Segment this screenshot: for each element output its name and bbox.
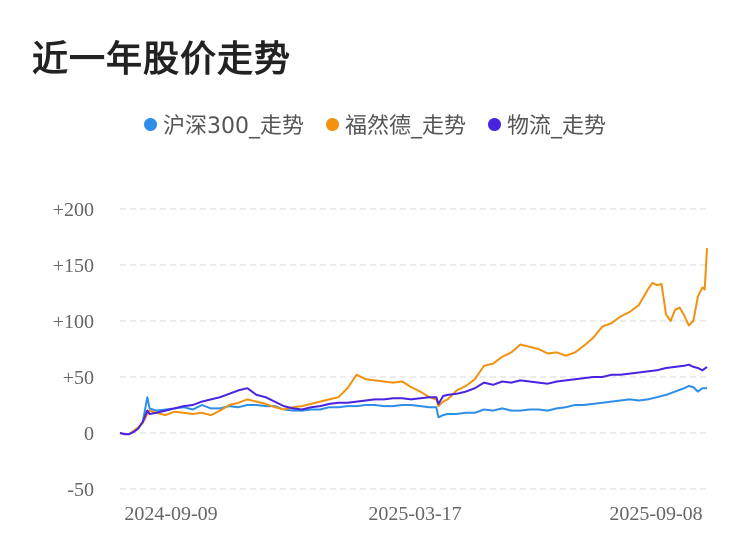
legend-dot-hs300 — [143, 117, 157, 131]
series-line-0 — [119, 385, 707, 436]
x-tick-label: 2025-03-17 — [368, 503, 461, 525]
legend-dot-furande — [325, 117, 339, 131]
series-line-2 — [119, 363, 708, 436]
y-tick-label: +50 — [63, 367, 94, 389]
legend-item-hs300[interactable]: 沪深300_走势 — [143, 108, 304, 140]
legend-item-logistics[interactable]: 物流_走势 — [488, 108, 606, 140]
y-tick-label: +150 — [53, 255, 94, 277]
x-tick-label: 2024-09-09 — [124, 503, 217, 525]
chart-title: 近一年股价走势 — [32, 39, 292, 80]
legend-label-furande: 福然德_走势 — [344, 114, 466, 139]
y-tick-label: +200 — [53, 199, 94, 221]
y-tick-label: +100 — [53, 311, 94, 333]
x-tick-label: 2025-09-08 — [609, 503, 702, 525]
legend-label-logistics: 物流_走势 — [507, 114, 607, 139]
legend-dot-logistics — [488, 117, 501, 131]
legend-item-furande[interactable]: 福然德_走势 — [325, 108, 466, 140]
legend-label-hs300: 沪深300_走势 — [162, 114, 304, 139]
legend: 沪深300_走势 福然德_走势 物流_走势 — [0, 108, 750, 140]
y-tick-label: -50 — [67, 479, 94, 501]
y-tick-label: 0 — [84, 423, 94, 445]
